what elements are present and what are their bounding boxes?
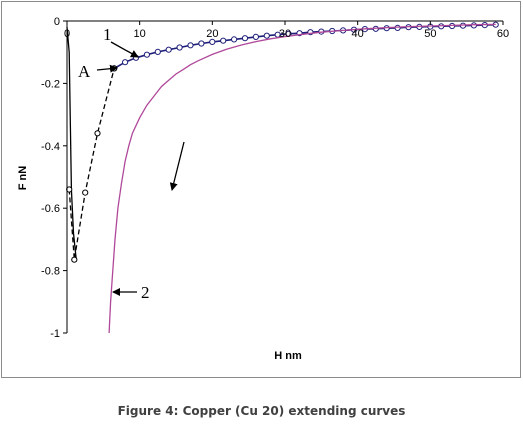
series-line	[108, 23, 496, 334]
data-point	[231, 36, 238, 43]
y-tick-label: -0.2	[41, 78, 60, 90]
data-point	[165, 46, 172, 53]
data-point	[122, 59, 129, 66]
x-axis-title: H nm	[274, 350, 302, 362]
series-line	[68, 68, 115, 260]
x-tick-label: 20	[206, 28, 218, 40]
y-tick-label: -0.4	[41, 141, 60, 153]
annotation-arrow	[169, 141, 185, 191]
data-point	[241, 35, 249, 42]
data-point	[71, 256, 78, 263]
chart-frame	[1, 1, 521, 378]
data-point	[209, 38, 216, 46]
data-point	[94, 130, 101, 137]
y-axis-title: F nN	[17, 166, 29, 190]
data-point	[187, 42, 194, 49]
x-tick-label: 60	[497, 28, 509, 40]
y-tick-label: -0.8	[41, 266, 60, 278]
annotation-label: 1	[103, 25, 112, 44]
data-point	[263, 32, 270, 39]
x-tick-label: 30	[279, 28, 291, 40]
axes: 0 10 20 30 40 50 60 0 -0.2 -0.4 -0.6 -0.8 -1	[41, 16, 509, 340]
annotation-arrow	[110, 41, 139, 58]
x-tick-label: 10	[134, 28, 146, 40]
x-tick-label: 40	[352, 28, 364, 40]
y-tick-label: 0	[54, 16, 60, 28]
data-point	[82, 189, 89, 196]
x-tick-label: 0	[64, 28, 70, 40]
data-point	[143, 51, 150, 58]
y-tick-label: -0.6	[41, 203, 60, 215]
figure-caption: Figure 4: Copper (Cu 20) extending curve…	[117, 404, 406, 418]
series-line	[113, 23, 496, 70]
data-point	[154, 48, 161, 56]
y-tick-label: -1	[50, 328, 60, 340]
plot-area	[66, 21, 499, 334]
annotation-label: A	[78, 62, 91, 81]
data-point	[220, 37, 227, 44]
data-point	[176, 44, 183, 51]
data-point	[394, 24, 401, 31]
annotations: 1A 2	[78, 25, 185, 302]
x-tick-label: 50	[424, 28, 436, 40]
data-point	[252, 33, 259, 41]
data-point	[198, 40, 205, 47]
chart: 0 10 20 30 40 50 60 0 -0.2 -0.4 -0.6 -0.8 -1 1A 2 H n…	[17, 16, 509, 362]
annotation-label: 2	[141, 283, 150, 302]
annotation-arrow	[96, 64, 118, 73]
